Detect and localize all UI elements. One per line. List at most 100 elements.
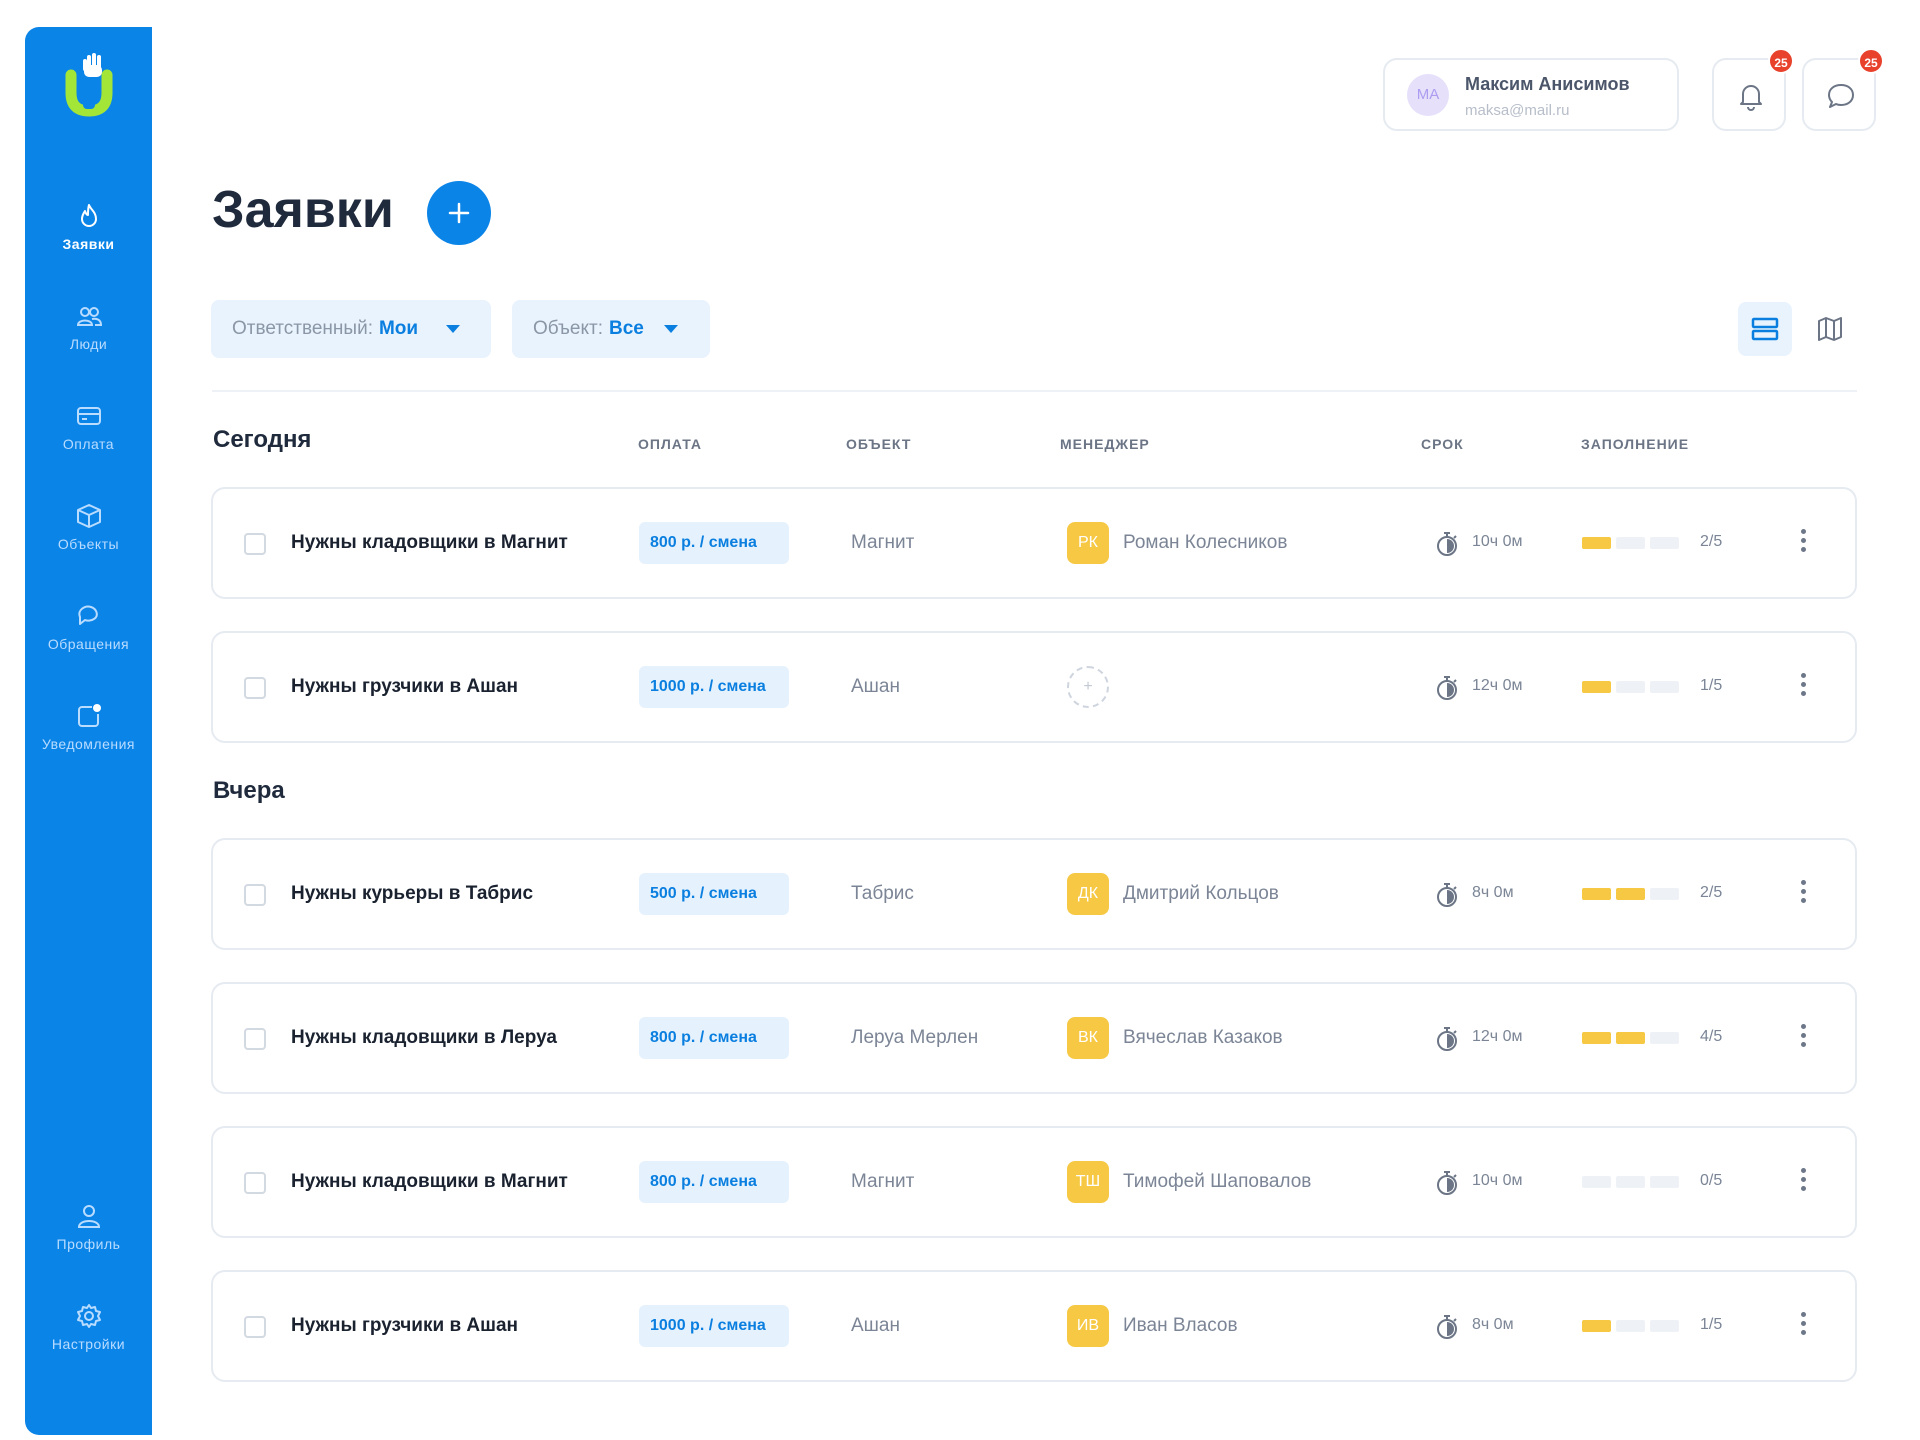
more-options-icon[interactable] xyxy=(1793,673,1813,703)
user-name: Максим Анисимов xyxy=(1465,74,1630,94)
list-view-button[interactable] xyxy=(1738,302,1792,356)
request-title[interactable]: Нужны кладовщики в Магнит xyxy=(291,532,568,553)
request-row[interactable]: Нужны кладовщики в Магнит 800 р. / смена М… xyxy=(211,1126,1857,1238)
request-title[interactable]: Нужны грузчики в Ашан xyxy=(291,1315,519,1336)
more-options-icon[interactable] xyxy=(1793,1168,1813,1198)
request-title[interactable]: Нужны кладовщики в Магнит xyxy=(291,1171,568,1192)
manager-name: Иван Власов xyxy=(1123,1315,1238,1336)
stopwatch-icon xyxy=(1437,676,1457,700)
fill-count: 0/5 xyxy=(1700,1172,1723,1189)
map-view-button[interactable] xyxy=(1803,302,1857,356)
object-name: Магнит xyxy=(851,532,915,553)
group-title-yesterday: Вчера xyxy=(213,777,285,804)
notification-count-badge: 25 xyxy=(1768,48,1794,74)
filter-value: Мои xyxy=(378,318,419,339)
stopwatch-icon xyxy=(1437,883,1457,907)
fill-progress-segment xyxy=(1650,1320,1679,1332)
notification-icon xyxy=(77,704,101,727)
fill-count: 2/5 xyxy=(1700,884,1723,901)
gear-icon xyxy=(76,1304,101,1328)
more-options-icon[interactable] xyxy=(1793,880,1813,910)
fill-progress-segment xyxy=(1616,681,1645,693)
row-checkbox[interactable] xyxy=(244,1316,266,1338)
request-title[interactable]: Нужны грузчики в Ашан xyxy=(291,676,519,697)
request-title[interactable]: Нужны кладовщики в Леруа xyxy=(291,1027,557,1048)
message-icon xyxy=(1828,84,1854,108)
avatar: МА xyxy=(1407,74,1449,116)
row-checkbox[interactable] xyxy=(244,884,266,906)
term-value: 10ч 0м xyxy=(1472,533,1523,550)
pay-badge: 500 р. / смена xyxy=(639,873,789,915)
user-card[interactable]: МА Максим Анисимов maksa@mail.ru xyxy=(1383,58,1679,131)
group-title-today: Сегодня xyxy=(213,426,312,453)
fill-progress-segment xyxy=(1650,681,1679,693)
sidebar-item-label: Настройки xyxy=(51,1336,126,1352)
fill-progress-segment xyxy=(1582,888,1611,900)
object-name: Табрис xyxy=(851,883,914,904)
list-view-icon xyxy=(1751,317,1779,341)
manager-name: Дмитрий Кольцов xyxy=(1123,883,1279,904)
user-email: maksa@mail.ru xyxy=(1465,102,1570,119)
stopwatch-icon xyxy=(1437,1171,1457,1195)
request-row[interactable]: Нужны кладовщики в Магнит 800 р. / смена М… xyxy=(211,487,1857,599)
more-options-icon[interactable] xyxy=(1793,1312,1813,1342)
sidebar-item-appeals[interactable]: Обращения xyxy=(25,602,152,652)
manager-avatar: ИВ xyxy=(1067,1305,1109,1347)
cube-icon xyxy=(76,504,101,528)
fill-progress-segment xyxy=(1582,1320,1611,1332)
fill-progress-segment xyxy=(1650,537,1679,549)
term-value: 8ч 0м xyxy=(1472,1316,1514,1333)
object-name: Ашан xyxy=(851,676,900,697)
manager-name: Вячеслав Казаков xyxy=(1123,1027,1283,1048)
hand-u-logo-icon[interactable] xyxy=(63,49,115,119)
plus-icon: + xyxy=(1083,678,1093,695)
sidebar-item-people[interactable]: Люди xyxy=(25,302,152,352)
more-options-icon[interactable] xyxy=(1793,1024,1813,1054)
map-icon xyxy=(1818,317,1842,341)
manager-name: Тимофей Шаповалов xyxy=(1123,1171,1312,1192)
row-checkbox[interactable] xyxy=(244,677,266,699)
object-filter[interactable]: Объект: Все xyxy=(512,300,710,358)
row-checkbox[interactable] xyxy=(244,1172,266,1194)
sidebar-item-label: Оплата xyxy=(62,436,115,452)
user-icon xyxy=(77,1205,100,1228)
object-name: Ашан xyxy=(851,1315,900,1336)
sidebar-item-profile[interactable]: Профиль xyxy=(25,1202,152,1252)
sidebar-item-payment[interactable]: Оплата xyxy=(25,402,152,452)
messages-button[interactable]: 25 xyxy=(1802,48,1884,131)
chat-icon xyxy=(77,605,98,625)
fill-progress-segment xyxy=(1616,1032,1645,1044)
sidebar: Заявки Люди Оплата Объекты Обращения Уве… xyxy=(25,27,152,1435)
assign-manager-button[interactable]: + xyxy=(1067,666,1109,708)
request-row[interactable]: Нужны грузчики в Ашан 1000 р. / смена Ашан… xyxy=(211,1270,1857,1382)
object-name: Магнит xyxy=(851,1171,915,1192)
page-title: Заявки xyxy=(212,181,394,239)
fill-progress-segment xyxy=(1582,537,1611,549)
stopwatch-icon xyxy=(1437,1315,1457,1339)
filter-label: Ответственный: xyxy=(232,318,373,339)
stopwatch-icon xyxy=(1437,1027,1457,1051)
request-title[interactable]: Нужны курьеры в Табрис xyxy=(291,883,534,904)
request-row[interactable]: Нужны кладовщики в Леруа 800 р. / смена Ле… xyxy=(211,982,1857,1094)
sidebar-item-label: Уведомления xyxy=(41,736,136,752)
add-request-button[interactable] xyxy=(427,181,491,245)
responsible-filter[interactable]: Ответственный: Мои xyxy=(211,300,491,358)
row-checkbox[interactable] xyxy=(244,533,266,555)
manager-avatar: РК xyxy=(1067,522,1109,564)
bell-icon xyxy=(1740,85,1762,111)
request-row[interactable]: Нужны курьеры в Табрис 500 р. / смена Табр… xyxy=(211,838,1857,950)
sidebar-item-settings[interactable]: Настройки xyxy=(25,1302,152,1352)
pay-badge: 800 р. / смена xyxy=(639,1017,789,1059)
sidebar-item-requests[interactable]: Заявки xyxy=(25,202,152,252)
sidebar-item-notifications[interactable]: Уведомления xyxy=(25,702,152,752)
request-row[interactable]: Нужны грузчики в Ашан 1000 р. / смена Ашан… xyxy=(211,631,1857,743)
term-value: 10ч 0м xyxy=(1472,1172,1523,1189)
filter-value: Все xyxy=(608,318,644,339)
more-options-icon[interactable] xyxy=(1793,529,1813,559)
row-checkbox[interactable] xyxy=(244,1028,266,1050)
flame-icon xyxy=(80,204,97,227)
sidebar-item-objects[interactable]: Объекты xyxy=(25,502,152,552)
pay-badge: 1000 р. / смена xyxy=(639,666,789,708)
notifications-button[interactable]: 25 xyxy=(1712,48,1794,131)
fill-count: 1/5 xyxy=(1700,1316,1723,1333)
